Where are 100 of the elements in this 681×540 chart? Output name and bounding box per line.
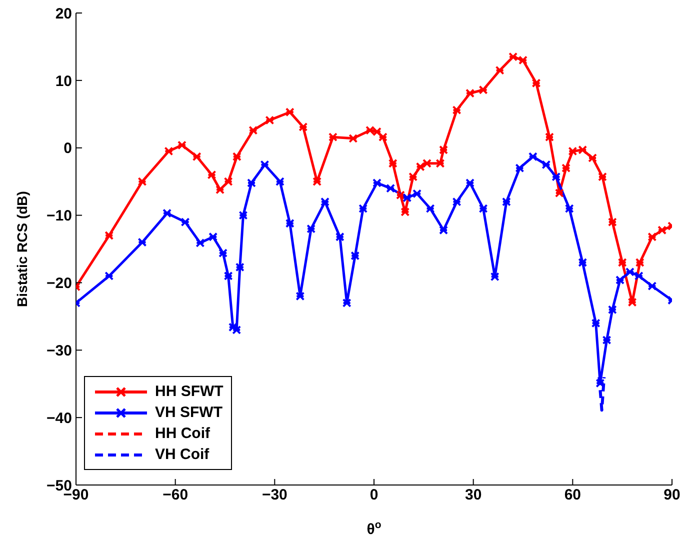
point (568, 146, 578, 156)
point (515, 164, 524, 173)
x-tick-label: −30 (262, 486, 288, 504)
point (180, 218, 190, 227)
point (490, 272, 500, 282)
point (596, 378, 605, 388)
x-axis-title: θ$^{o}$ (366, 519, 382, 538)
point (602, 336, 612, 345)
legend-label: VH Coif (155, 446, 210, 463)
point (564, 204, 574, 214)
point (436, 158, 445, 168)
point (312, 177, 322, 186)
point (235, 262, 244, 272)
point (386, 184, 396, 193)
point (320, 197, 330, 206)
point (408, 172, 418, 182)
point (412, 189, 422, 198)
legend-label: VH SFWT (155, 404, 222, 421)
point (658, 226, 667, 235)
point (452, 106, 462, 115)
point (207, 170, 216, 180)
point (328, 132, 338, 142)
point (138, 238, 147, 247)
point (350, 251, 360, 260)
point (177, 140, 186, 150)
y-tick-label: −10 (46, 208, 72, 225)
point (162, 208, 172, 218)
point (275, 177, 284, 186)
point (285, 108, 294, 117)
point (358, 204, 368, 214)
point (402, 193, 412, 202)
point (306, 224, 316, 234)
point (388, 158, 398, 168)
point (495, 66, 504, 75)
point (648, 232, 657, 242)
point (232, 325, 242, 334)
y-tick-label: 0 (64, 140, 72, 158)
point (285, 218, 294, 228)
point (588, 153, 598, 162)
point (452, 197, 462, 206)
point (544, 132, 554, 142)
point (296, 292, 305, 301)
point (648, 282, 657, 291)
point (542, 160, 551, 170)
point (164, 146, 174, 156)
point (224, 271, 233, 280)
x-tick-label: 90 (664, 486, 680, 504)
point (439, 226, 448, 235)
point (598, 172, 607, 182)
point (416, 162, 425, 172)
point (216, 185, 225, 194)
point (265, 116, 274, 125)
x-tick-label: −60 (162, 486, 188, 504)
y-tick-label: −30 (46, 342, 72, 360)
point (238, 210, 248, 220)
point (578, 145, 588, 154)
point (439, 145, 448, 154)
point (532, 78, 541, 88)
point (628, 298, 637, 307)
point (232, 152, 242, 162)
point (224, 177, 233, 186)
point (552, 172, 561, 182)
point (578, 258, 588, 267)
point (422, 158, 432, 168)
point (348, 134, 358, 143)
point (426, 204, 435, 214)
y-tick-label: 10 (55, 72, 72, 90)
point (298, 122, 308, 132)
x-tick-label: 60 (564, 486, 582, 504)
point (248, 126, 258, 135)
point (618, 258, 627, 267)
point (335, 232, 344, 242)
point (396, 190, 405, 200)
point (208, 232, 218, 242)
legend-label: HH SFWT (155, 383, 224, 400)
point (104, 231, 114, 240)
point (562, 164, 571, 173)
point (466, 178, 475, 188)
point (466, 88, 475, 98)
point (478, 85, 488, 94)
point (591, 318, 600, 328)
y-tick-label: −20 (46, 275, 72, 292)
point (138, 177, 147, 186)
x-tick-label: 30 (464, 486, 482, 504)
point (218, 248, 228, 258)
point (104, 271, 114, 280)
point (554, 188, 564, 198)
point (616, 276, 625, 285)
point (192, 152, 202, 162)
point (196, 238, 205, 248)
legend-label: HH Coif (155, 425, 210, 442)
point (528, 152, 538, 162)
point (608, 218, 617, 227)
point (342, 298, 352, 308)
x-tick-label: 0 (370, 486, 378, 504)
point (502, 197, 511, 206)
point (608, 305, 617, 314)
y-tick-label: 20 (55, 5, 72, 22)
point (400, 207, 410, 216)
point (246, 178, 256, 188)
